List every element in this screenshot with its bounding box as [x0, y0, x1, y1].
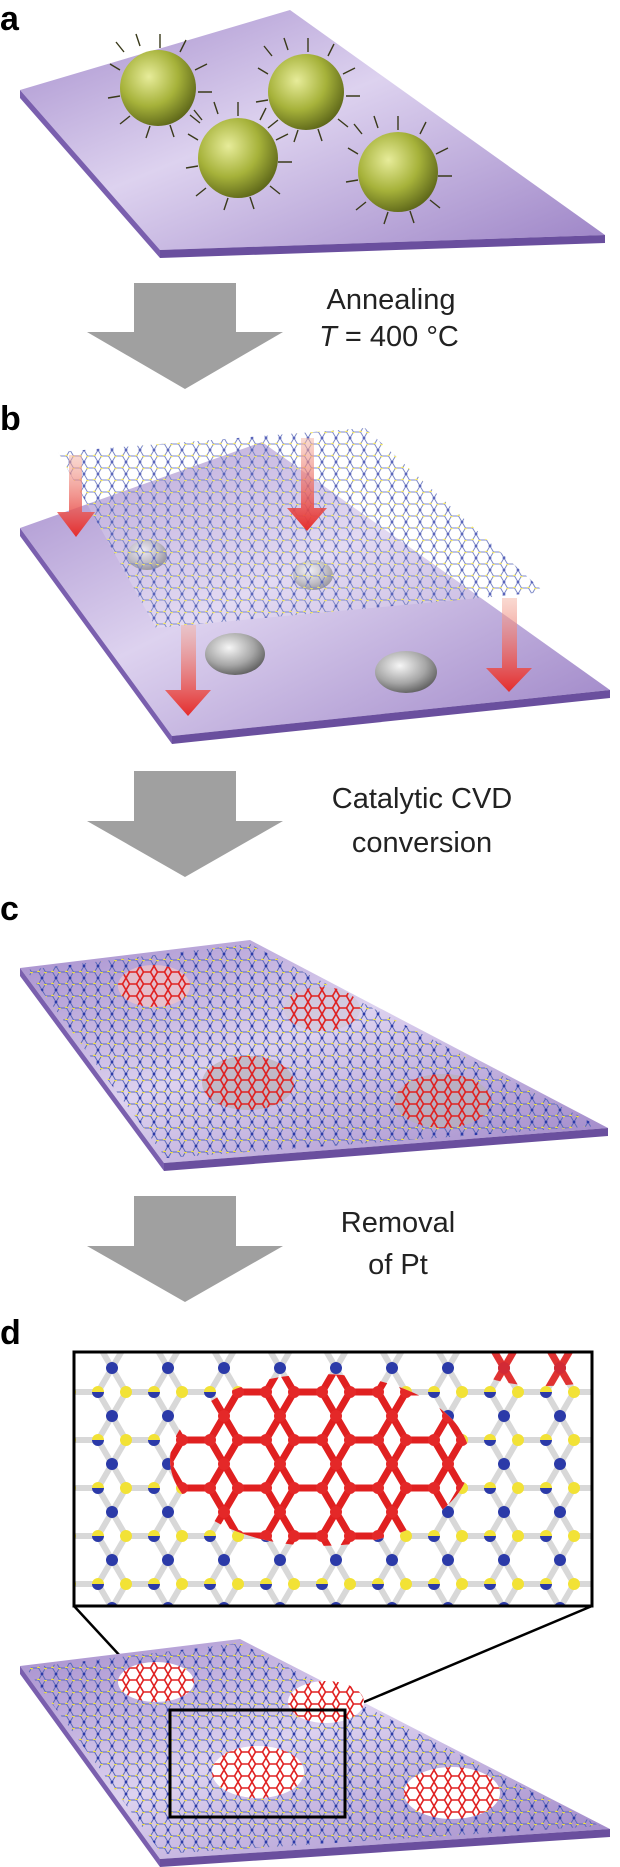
zoom-inset [72, 1350, 594, 1608]
substrate-d [20, 1639, 610, 1867]
graphene-domain-zoom [170, 1374, 470, 1546]
step2-line2: conversion [352, 827, 492, 859]
graphene-domain-d4 [404, 1767, 500, 1819]
pt-island-1 [205, 633, 265, 675]
transfer-arrows [57, 438, 532, 716]
red-down-arrow-icon [165, 625, 211, 716]
down-arrow-icon [87, 771, 283, 877]
pt-island-2 [375, 651, 437, 693]
red-down-arrow-icon [287, 438, 327, 531]
process-arrow-2 [87, 771, 283, 877]
graphene-domain-3 [202, 1056, 294, 1110]
graphene-domains-c [118, 965, 491, 1128]
step1-line2: T = 400 °C [319, 321, 459, 353]
panel-label-d: d [0, 1314, 21, 1352]
graphene-domain-d1 [118, 1662, 194, 1702]
graphene-domain-d3 [212, 1746, 304, 1798]
nanoparticle-1 [107, 33, 212, 139]
step3-line2: of Pt [368, 1249, 428, 1281]
graphene-domain-4 [395, 1074, 491, 1128]
graphene-domain-2 [284, 987, 360, 1031]
step2-line1: Catalytic CVD [332, 783, 513, 815]
temperature-value: = 400 °C [337, 321, 459, 353]
graphene-domain-d2 [288, 1681, 364, 1723]
substrate-a [20, 10, 605, 258]
nanoparticle-4 [345, 115, 452, 225]
panel-label-a: a [0, 0, 20, 38]
process-arrow-3 [87, 1196, 283, 1302]
red-down-arrow-icon [486, 598, 532, 692]
temperature-variable: T [319, 321, 339, 353]
substrate-c [20, 940, 608, 1171]
red-down-arrow-icon [57, 455, 95, 537]
zoom-region-box [168, 1708, 347, 1819]
inset-frame [72, 1350, 594, 1608]
step3-line1: Removal [341, 1207, 455, 1239]
panel-label-b: b [0, 400, 21, 438]
down-arrow-icon [87, 283, 283, 389]
process-arrow-1 [87, 283, 283, 389]
step1-line1: Annealing [327, 284, 456, 316]
nanoparticle-3 [185, 101, 292, 211]
graphene-domains-d [118, 1662, 500, 1819]
hbn-sheet [58, 428, 544, 628]
nanoparticle-2 [255, 37, 360, 143]
down-arrow-icon [87, 1196, 283, 1302]
panel-label-c: c [0, 890, 19, 928]
graphene-domain-1 [118, 965, 190, 1007]
nanoparticles [107, 33, 452, 225]
